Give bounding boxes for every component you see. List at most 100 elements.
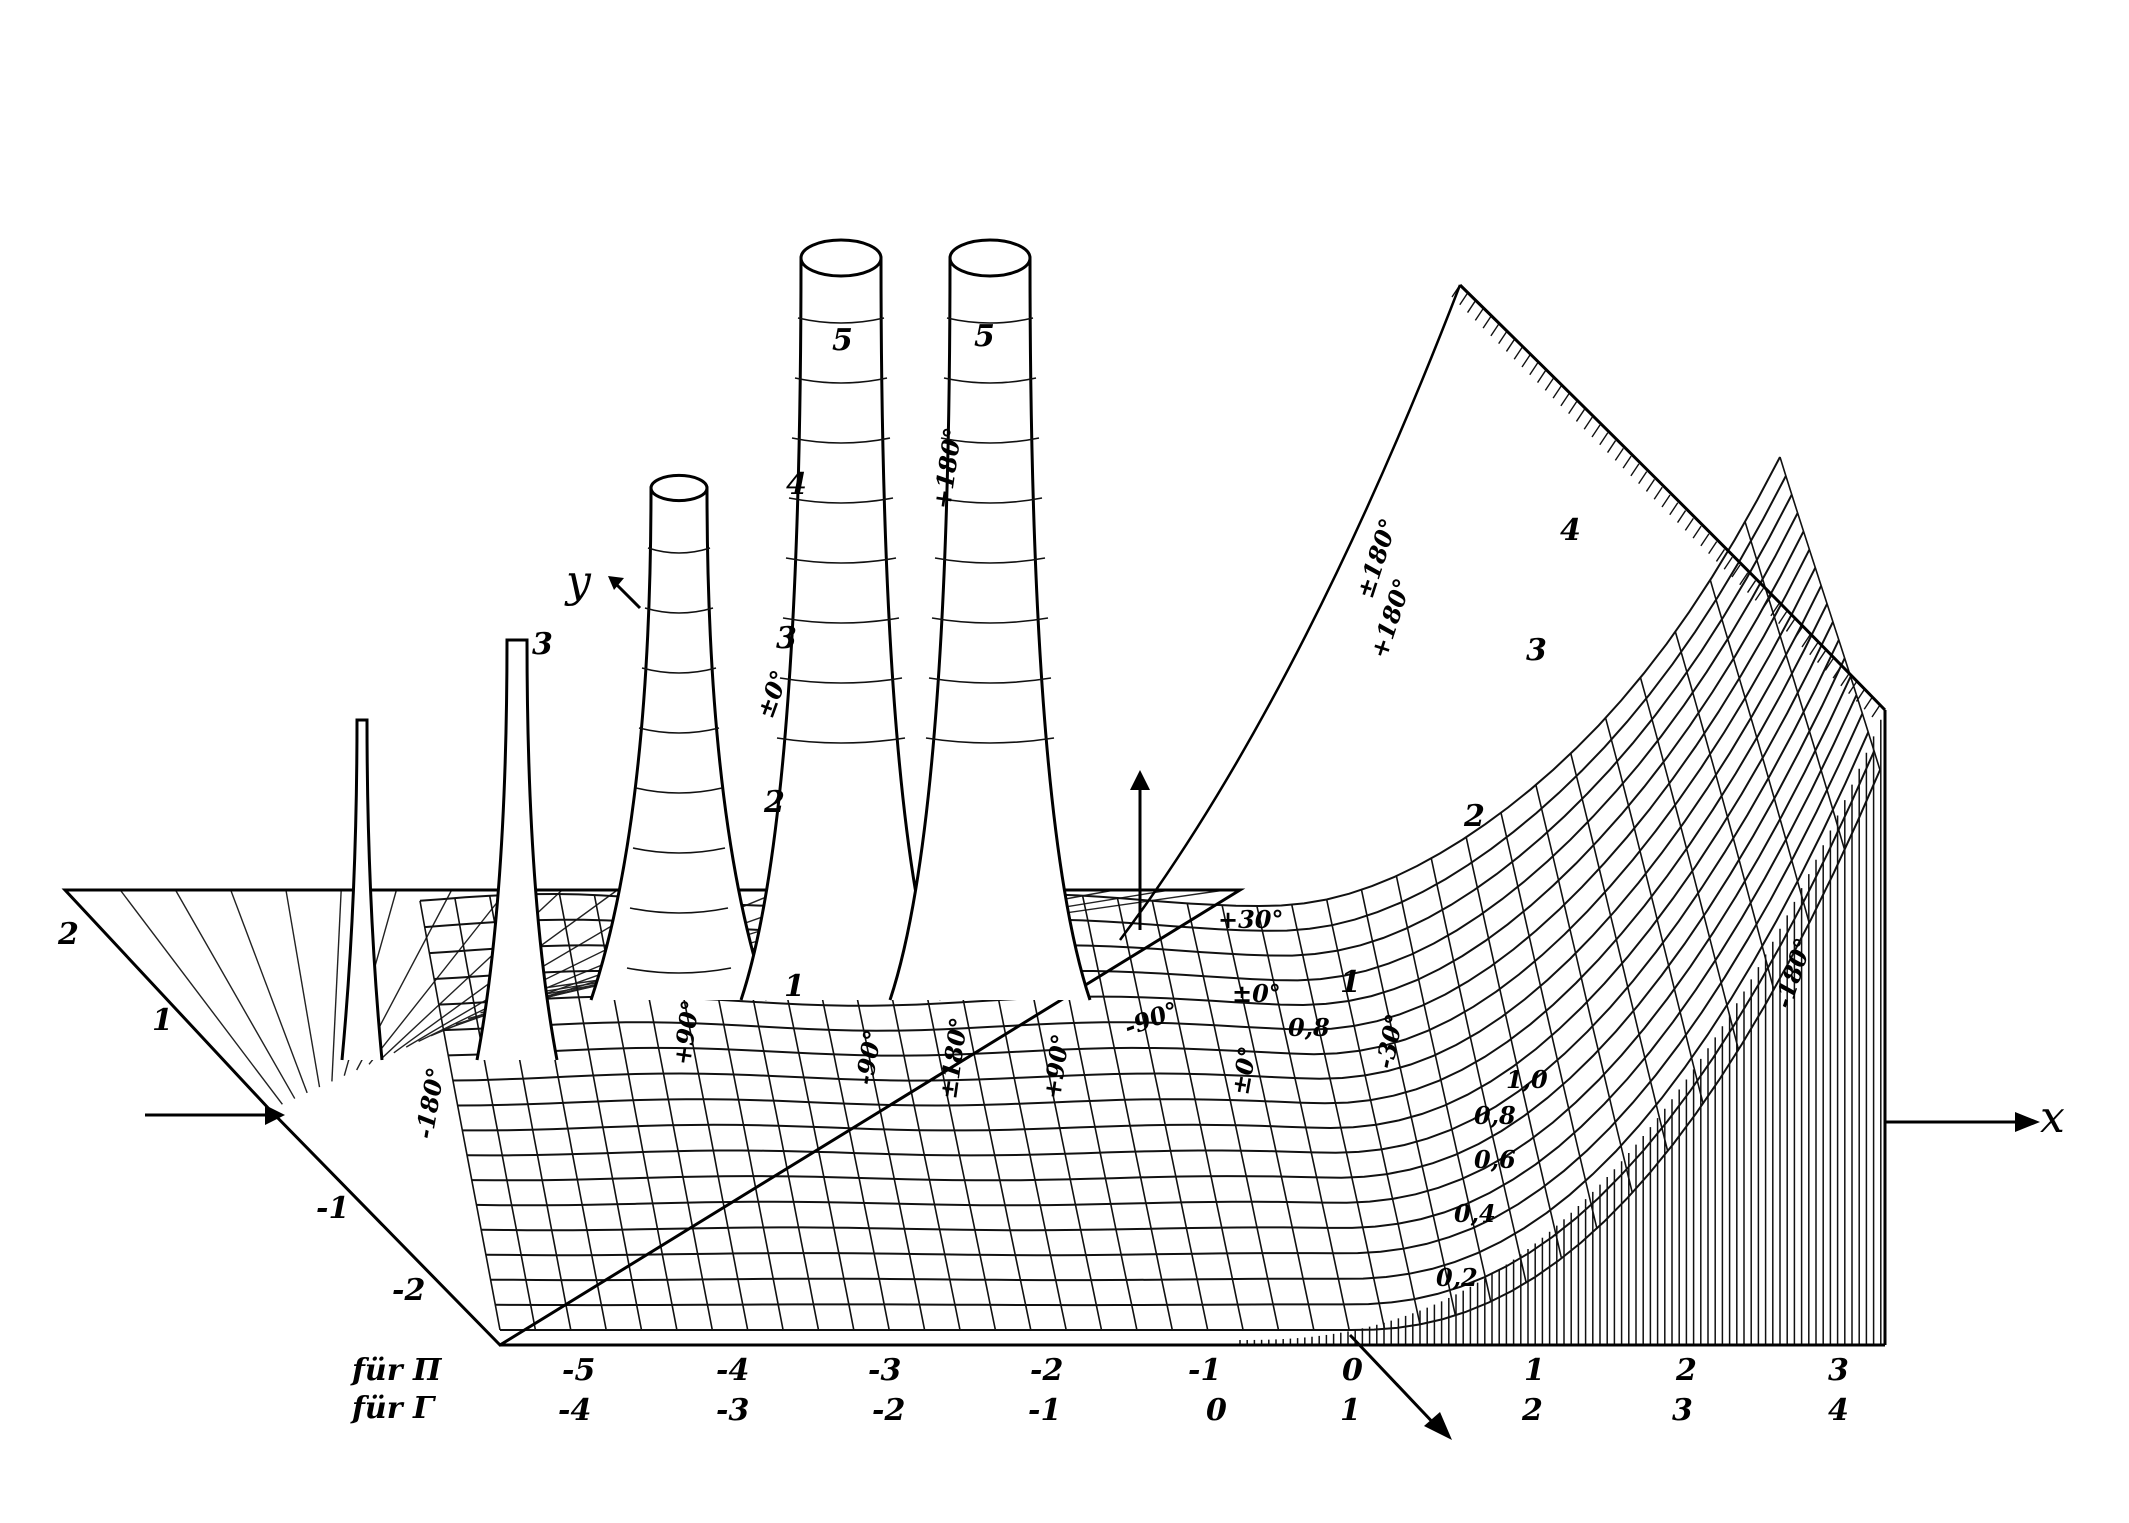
y-tick: 1 <box>152 1003 173 1038</box>
mesh-column-curve <box>1116 897 1209 1331</box>
pole-column <box>739 256 943 1001</box>
column-ring <box>931 617 1049 624</box>
column-ring <box>644 607 714 614</box>
height-label: 3 <box>776 621 797 656</box>
mesh-column-curve <box>1081 895 1174 1331</box>
x-tick-gamma: -4 <box>558 1393 591 1428</box>
hatch-line <box>1568 401 1578 415</box>
x-tick-gamma: -3 <box>716 1393 749 1428</box>
column-ring <box>638 727 720 734</box>
mesh-column-curve <box>1604 717 1704 1104</box>
y-axis-arrow-line <box>614 582 642 610</box>
height-label: 4 <box>1560 513 1581 548</box>
phase-label: ±180° <box>933 1015 973 1100</box>
front-arrowhead <box>1424 1412 1452 1440</box>
hatch-line <box>1723 556 1733 570</box>
x-tick-pi: -3 <box>868 1353 901 1388</box>
height-label: 1 <box>1340 965 1361 1000</box>
x-tick-gamma: 1 <box>1340 1393 1361 1428</box>
column-ring <box>641 667 717 674</box>
column-ring <box>925 737 1055 744</box>
x-tick-gamma: -2 <box>872 1393 905 1428</box>
mesh-column-curve <box>1430 858 1527 1283</box>
hatch-line <box>1785 619 1796 632</box>
mesh-row-curve <box>448 567 1817 1057</box>
phase-label: -90° <box>1120 995 1182 1041</box>
ruled-line <box>331 889 342 1082</box>
mesh-column-curve <box>1186 903 1280 1331</box>
column-ring <box>626 967 732 974</box>
top-right-edge <box>1458 283 1887 712</box>
mesh-column-curve <box>454 897 537 1331</box>
hatch-line <box>1560 393 1570 407</box>
x-tick-gamma: 4 <box>1828 1393 1849 1428</box>
mesh-row-curve <box>485 713 1864 1257</box>
hatch-line <box>1599 432 1609 446</box>
hatch-line <box>1622 455 1632 469</box>
phase-label: -30° <box>1370 1011 1410 1071</box>
mesh-column-curve <box>1221 905 1315 1331</box>
y-tick: -1 <box>316 1191 349 1226</box>
ruled-line <box>174 889 296 1099</box>
pole-column-top <box>799 238 883 278</box>
mesh-column-curve <box>1500 812 1598 1229</box>
hatch-line <box>1676 510 1687 523</box>
ruled-line <box>119 889 283 1105</box>
hatch-line <box>1459 292 1469 306</box>
mesh-column-curve <box>1779 456 1881 771</box>
mesh-row-curve <box>476 676 1852 1207</box>
hatch-line <box>1653 486 1663 500</box>
mesh-row-curve <box>462 621 1834 1132</box>
x-tick-pi: 1 <box>1524 1353 1545 1388</box>
column-ring <box>940 437 1040 444</box>
height-label: 3 <box>532 627 553 662</box>
contour-label: 1,0 <box>1506 1065 1548 1094</box>
height-label: 1 <box>784 969 805 1004</box>
x-tick-pi: -5 <box>562 1353 595 1388</box>
hatch-line <box>1583 416 1593 430</box>
hatch-line <box>1692 525 1702 539</box>
mesh-row-curve <box>495 750 1876 1307</box>
height-label: 2 <box>763 785 785 820</box>
pole-spike <box>340 718 384 1061</box>
hatch-line <box>1832 665 1842 679</box>
side-hatching <box>1239 284 1882 1345</box>
pole-spikes <box>340 238 1092 1061</box>
column-ring <box>776 737 906 744</box>
column-ring <box>937 497 1043 504</box>
column-ring <box>943 377 1037 384</box>
mesh-row-curve <box>443 549 1811 1032</box>
phase-label: -180° <box>1768 934 1818 1011</box>
hatch-line <box>1700 533 1710 547</box>
x-tick-pi: -4 <box>716 1353 749 1388</box>
hatch-line <box>1801 634 1811 648</box>
hatch-line <box>1630 463 1640 477</box>
mesh-column-curve <box>1744 521 1846 851</box>
axis-arrows <box>145 576 2040 1440</box>
hatch-line <box>1482 315 1492 329</box>
hatch-line <box>1754 587 1764 601</box>
hatch-line <box>1661 494 1671 508</box>
column-ring <box>629 907 729 914</box>
hatch-line <box>1739 572 1749 586</box>
hatch-line <box>1793 626 1803 640</box>
hatch-line <box>1816 650 1827 663</box>
y-tick: 2 <box>57 917 79 952</box>
front-arrow-line <box>1348 1333 1442 1432</box>
column-ring <box>779 677 903 684</box>
left-arrowhead <box>265 1105 285 1125</box>
x-tick-pi: 0 <box>1342 1353 1363 1388</box>
hatch-line <box>1536 370 1547 383</box>
mesh-column-curve <box>1291 904 1386 1330</box>
x-tick-gamma: 3 <box>1672 1393 1693 1428</box>
row-label-gamma: für Γ <box>350 1391 437 1426</box>
column-ring <box>791 437 891 444</box>
mesh-column-curve <box>1535 784 1634 1193</box>
contour-label: 0,4 <box>1454 1199 1496 1228</box>
mesh-column-curve <box>1151 900 1244 1331</box>
contour-label: 0,8 <box>1474 1101 1516 1130</box>
hatch-line <box>1809 642 1819 656</box>
column-ring <box>794 377 888 384</box>
mesh-row-curve <box>481 694 1858 1232</box>
